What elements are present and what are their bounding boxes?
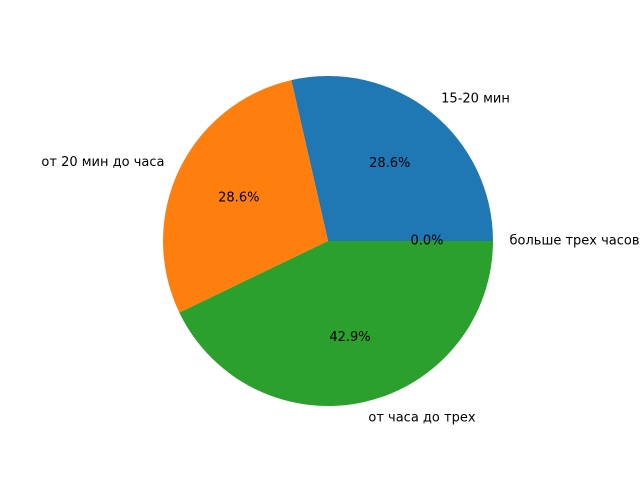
- pie-slice-2: [162, 80, 328, 313]
- pie-labels: 15-20 мин от 20 мин до часа от часа до тре…: [41, 92, 639, 426]
- pie-label-4: больше трех часов: [510, 234, 640, 249]
- pie-label-1: 15-20 мин: [441, 92, 510, 107]
- pie-label-3: от часа до трех: [368, 410, 475, 425]
- pie-percent-4: 0.0%: [410, 234, 443, 249]
- pie-percent-1: 28.6%: [369, 156, 410, 171]
- pie-percent-labels: 28.6% 28.6% 42.9% 0.0%: [218, 156, 443, 345]
- pie-slices: [162, 75, 493, 406]
- pie-slice-1: [291, 75, 493, 241]
- pie-slice-3: [179, 241, 493, 406]
- pie-percent-3: 42.9%: [329, 330, 370, 345]
- pie-percent-2: 28.6%: [218, 191, 259, 206]
- pie-label-2: от 20 мин до часа: [41, 155, 164, 170]
